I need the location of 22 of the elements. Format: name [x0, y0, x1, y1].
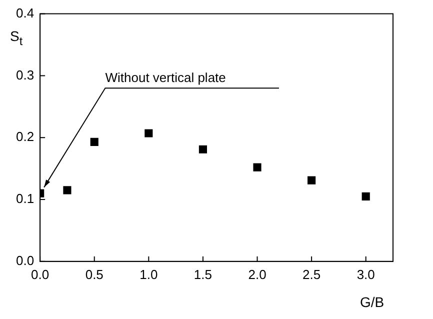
x-tick-label: 0.0	[31, 266, 50, 282]
y-tick-label: 0.4	[16, 5, 34, 20]
annotation: Without vertical plate	[105, 70, 226, 86]
y-tick-label: 0.3	[16, 67, 34, 82]
x-axis-title: G/B	[360, 294, 384, 310]
point	[253, 163, 262, 172]
point	[198, 145, 207, 154]
point	[63, 186, 72, 194]
x-tick-label: 1.5	[194, 266, 212, 282]
y-tick-label: 0.1	[16, 191, 34, 206]
x-tick-label: 0.5	[85, 266, 104, 282]
y-tick-label: 0.2	[16, 129, 34, 144]
y-axis-title: S$_{t}$	[10, 28, 23, 48]
y-tick-label: 0.0	[16, 252, 34, 268]
x-tick-label: 2.0	[248, 266, 266, 282]
x-tick-label: 3.0	[356, 266, 375, 282]
point	[362, 192, 370, 200]
point	[90, 138, 98, 146]
x-tick-label: 2.5	[302, 266, 321, 282]
point	[308, 176, 316, 184]
point	[144, 129, 153, 138]
x-tick-label: 1.0	[140, 266, 158, 282]
